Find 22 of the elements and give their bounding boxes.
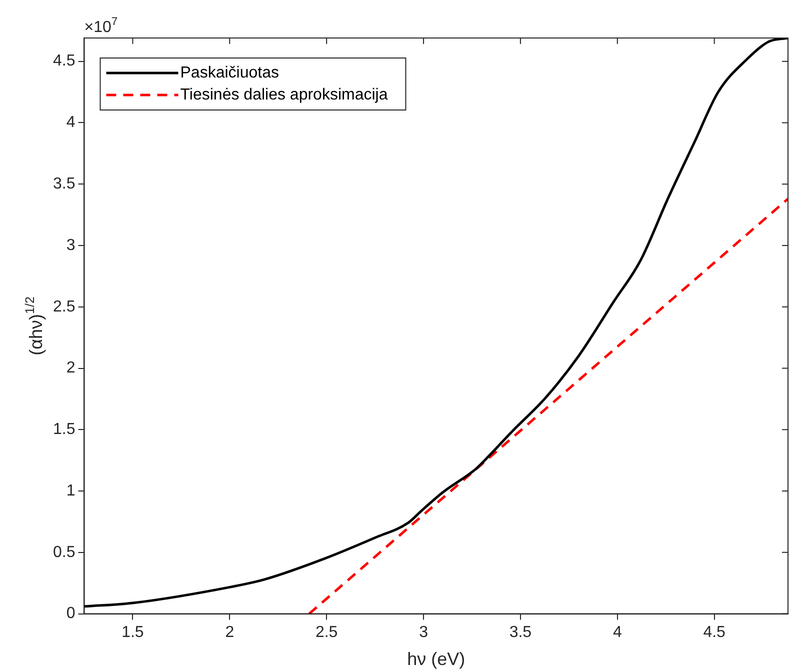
y-tick-label: 2 (66, 360, 76, 377)
legend-label: Tiesinės dalies aproksimacija (180, 86, 388, 104)
y-tick-label: 4.5 (52, 52, 76, 70)
x-tick-label: 4.5 (703, 624, 726, 641)
y-tick-label: 1 (66, 482, 76, 500)
y-axis-title: (αhν)1/2 (22, 296, 46, 356)
x-tick-label: 3 (419, 624, 428, 641)
y-tick-label: 1.5 (52, 421, 76, 438)
line-series (84, 38, 788, 608)
y-tick-label: 2.5 (52, 298, 76, 316)
x-tick-label: 2 (225, 624, 234, 641)
y-tick-label: 3 (66, 236, 76, 254)
x-axis-title: hν (eV) (407, 649, 466, 669)
x-tick-label: 3.5 (509, 624, 532, 641)
x-tick-label: 1.5 (122, 624, 144, 641)
legend-label: Paskaičiuotas (180, 64, 279, 82)
y-tick-label: 0 (66, 605, 76, 622)
x-tick-label: 4 (612, 624, 622, 641)
x-tick-label: 2.5 (315, 624, 338, 641)
y-tick-label: 3.5 (52, 176, 76, 193)
y-tick-label: 0.5 (52, 544, 76, 561)
y-tick-label: 4 (66, 114, 76, 132)
